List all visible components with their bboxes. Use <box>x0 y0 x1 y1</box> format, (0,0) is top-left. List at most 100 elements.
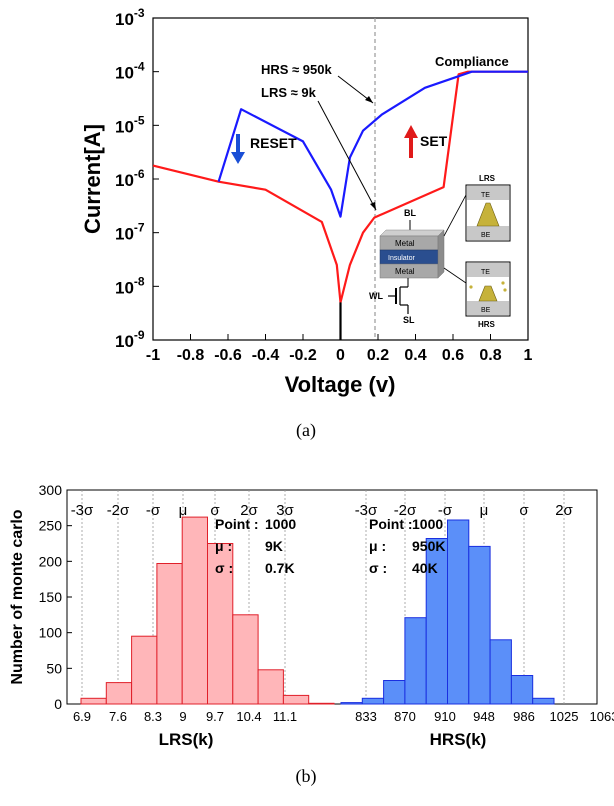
lrs-annotation: LRS ≈ 9k <box>261 85 317 100</box>
hrs-annotation: HRS ≈ 950k <box>261 62 332 77</box>
x-axis-label: HRS(k) <box>430 730 487 749</box>
sigma-label: 3σ <box>276 502 294 519</box>
stat-key: Point : <box>369 516 413 532</box>
set-label: SET <box>420 133 448 149</box>
hrs-filament <box>478 285 498 302</box>
x-tick-label: 0.4 <box>404 347 426 364</box>
stat-key: μ : <box>215 538 232 554</box>
histogram-bar <box>340 702 363 705</box>
lrs-te-label: TE <box>481 192 490 199</box>
x-tick-label: -0.6 <box>214 347 242 364</box>
stat-value: 0.7K <box>265 560 295 576</box>
histogram-hrs: -3σ -2σ -σ μ σ 2σ 833 870 910 948 986 1025 1063 Point… <box>340 490 614 749</box>
histogram-bar <box>468 545 491 705</box>
histogram-bar <box>257 669 284 705</box>
sigma-label: σ <box>519 502 529 519</box>
histogram-bar <box>532 697 555 705</box>
metal-top-label: Metal <box>395 239 415 248</box>
x-tick-label: 833 <box>355 709 377 724</box>
histogram-bar <box>232 614 259 705</box>
y-tick-label: 300 <box>39 482 63 498</box>
x-axis-label: LRS(k) <box>159 730 214 749</box>
y-tick-label: 250 <box>39 518 63 534</box>
hrs-ion <box>503 288 507 292</box>
sigma-label: 2σ <box>555 502 573 519</box>
x-tick-label: 8.3 <box>144 709 162 724</box>
series-line-1 <box>217 70 528 218</box>
x-tick-label: 11.1 <box>273 709 297 724</box>
stat-key: σ : <box>215 560 233 576</box>
hrs-te-electrode <box>467 263 509 277</box>
y-tick-label: 10-7 <box>115 221 145 244</box>
y-tick-label: 10-4 <box>115 60 145 83</box>
sigma-label: μ <box>480 502 489 519</box>
y-tick-label: 10-6 <box>115 167 145 190</box>
stat-value: 40K <box>412 560 438 576</box>
hrs-ion <box>501 281 505 285</box>
histogram-bar <box>489 639 512 705</box>
x-tick-label: 1025 <box>550 709 579 724</box>
series-line-0 <box>152 70 528 304</box>
x-tick-label: 0.6 <box>442 347 464 364</box>
x-tick-label: -0.8 <box>177 347 205 364</box>
histogram-bar <box>447 519 470 705</box>
x-tick-label: -0.2 <box>289 347 317 364</box>
x-tick-label: 0 <box>336 347 345 364</box>
set-arrow <box>404 125 418 158</box>
hrs-cell-title: HRS <box>478 320 496 329</box>
wl-label: WL <box>369 291 383 301</box>
y-tick-label: 10-3 <box>115 6 145 29</box>
sigma-label: σ <box>210 502 220 519</box>
stat-value: 950K <box>412 538 445 554</box>
histogram-bar <box>510 675 534 705</box>
y-ticks: 10-3 10-4 10-5 10-6 10-7 10-8 10-9 <box>115 6 159 351</box>
stat-value: 9K <box>265 538 283 554</box>
sigma-label: -σ <box>146 502 161 519</box>
lrs-be-electrode <box>467 226 509 240</box>
reset-arrow <box>231 134 245 164</box>
x-ticks: -1 -0.8 -0.6 -0.4 -0.2 0 0.2 0.4 0.6 0.8 1 <box>146 334 533 364</box>
stat-key: σ : <box>369 560 387 576</box>
y-tick-label: 10-9 <box>115 328 145 351</box>
compliance-label: Compliance <box>435 54 509 69</box>
sigma-label: -σ <box>438 502 453 519</box>
histogram-bar <box>80 697 107 705</box>
y-tick-label: 50 <box>46 660 62 676</box>
x-tick-label: 0.2 <box>367 347 389 364</box>
metal-bottom-label: Metal <box>395 267 415 276</box>
x-tick-label: -1 <box>146 347 160 364</box>
series-group <box>152 70 528 340</box>
hist-y-label: Number of monte carlo <box>9 509 26 684</box>
x-axis-label: Voltage (v) <box>285 372 396 397</box>
histogram-bar <box>181 516 208 705</box>
histogram-bar <box>131 635 158 705</box>
histogram-bar <box>361 697 385 705</box>
x-tick-label: 910 <box>434 709 456 724</box>
y-axis-label: Current[A] <box>80 124 105 234</box>
y-tick-label: 200 <box>39 553 63 569</box>
sigma-label: -2σ <box>394 502 417 519</box>
stat-value: 1000 <box>265 516 296 532</box>
stat-key: μ : <box>369 538 386 554</box>
histogram-bar <box>404 617 427 705</box>
x-tick-label: 9 <box>179 709 186 724</box>
caption-a: (a) <box>296 420 316 441</box>
y-ticks: 0 50 100 150 200 250 300 <box>39 482 72 712</box>
x-tick-label: 1 <box>524 347 533 364</box>
sigma-label: -3σ <box>355 502 378 519</box>
x-tick-label: 870 <box>394 709 416 724</box>
hrs-be-electrode <box>467 301 509 315</box>
stack-metal-top-side <box>379 229 445 237</box>
hrs-te-label: TE <box>481 269 490 276</box>
x-tick-label: 7.6 <box>109 709 127 724</box>
histogram-bar <box>105 682 133 705</box>
x-tick-label: -0.4 <box>252 347 280 364</box>
lrs-pointer <box>317 100 377 211</box>
x-tick-label: 1063 <box>590 709 614 724</box>
x-tick-label: 9.7 <box>206 709 224 724</box>
y-tick-label: 10-5 <box>115 113 145 136</box>
y-tick-label: 10-8 <box>115 274 145 297</box>
stat-value: 1000 <box>412 516 443 532</box>
x-tick-label: 6.9 <box>73 709 91 724</box>
